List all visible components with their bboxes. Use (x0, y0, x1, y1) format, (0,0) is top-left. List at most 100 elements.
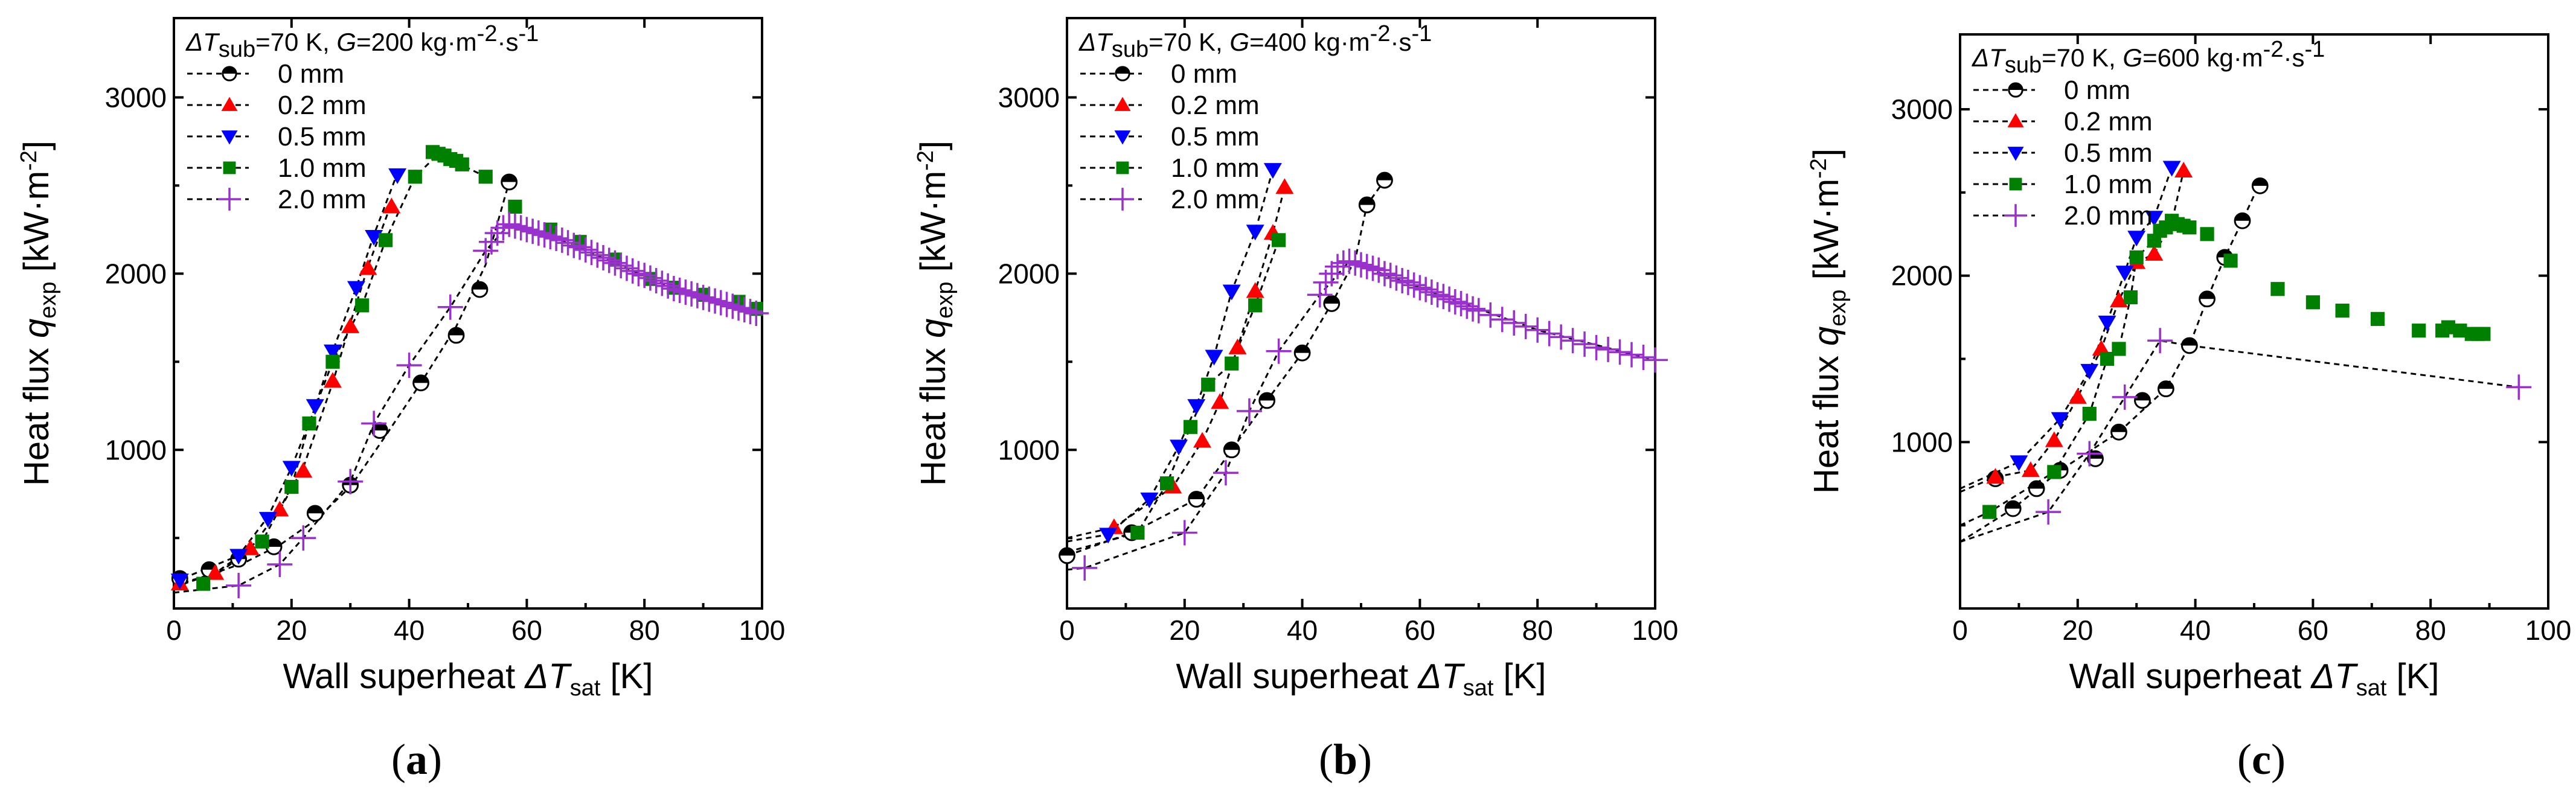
marker-20mm (1431, 284, 1456, 310)
fit-line-0mm (1959, 182, 2261, 543)
marker-20mm (702, 288, 728, 314)
y-tick-label: 2000 (105, 258, 167, 289)
fit-line-0mm (173, 182, 510, 589)
marker-20mm (1348, 252, 1374, 278)
marker-10mm (1225, 356, 1239, 371)
legend-marker-half (1115, 66, 1130, 74)
marker-20mm (2147, 328, 2173, 354)
y-tick-label: 1000 (998, 434, 1060, 465)
fit-line-05mm (173, 173, 399, 583)
marker-20mm (743, 301, 769, 326)
legend-marker (222, 66, 237, 81)
marker-02mm (341, 317, 360, 333)
marker-10mm (2441, 320, 2456, 334)
marker-05mm (1205, 350, 1223, 366)
marker-10mm (1248, 298, 1263, 313)
fit-line-02mm (173, 202, 392, 587)
marker-10mm (1159, 476, 1174, 491)
marker-02mm (2068, 388, 2087, 404)
marker-0mm-half (266, 539, 281, 547)
marker-20mm (1642, 347, 1668, 373)
marker-10mm (2123, 290, 2138, 305)
marker-02mm (1193, 432, 1212, 448)
marker-10mm (1201, 377, 1216, 392)
marker-0mm-half (1359, 197, 1375, 205)
legend: 0 mm0.2 mm0.5 mm1.0 mm2.0 mm (1080, 59, 1260, 214)
marker-05mm (2010, 455, 2028, 471)
marker-20mm (290, 525, 316, 551)
x-axis-label: Wall superheat ΔTsat [K] (283, 657, 653, 701)
marker-0mm-half (413, 375, 429, 383)
y-tick-label: 3000 (105, 81, 167, 113)
marker-0mm-half (472, 282, 487, 290)
marker-20mm (2112, 384, 2138, 410)
x-tick-label: 20 (1169, 615, 1200, 646)
marker-20mm (567, 234, 593, 260)
x-tick-label: 0 (166, 615, 182, 646)
marker-20mm (1536, 321, 1562, 346)
marker-20mm (731, 297, 757, 323)
x-tick-label: 20 (276, 615, 307, 646)
x-tick-label: 40 (2180, 615, 2211, 646)
marker-20mm (714, 292, 740, 318)
marker-0mm-half (1295, 345, 1310, 353)
marker-20mm (1619, 342, 1645, 368)
marker-10mm (2182, 220, 2197, 235)
legend-marker (1116, 161, 1129, 174)
marker-0mm (1358, 196, 1376, 214)
marker-02mm (1275, 178, 1294, 194)
marker-05mm (1187, 399, 1206, 415)
x-axis-label: Wall superheat ΔTsat [K] (2069, 657, 2440, 701)
marker-20mm (1548, 324, 1574, 350)
marker-0mm (501, 173, 518, 191)
marker-20mm (578, 240, 604, 266)
marker-0mm-half (1059, 548, 1075, 556)
marker-20mm (614, 255, 639, 281)
legend-entry: 1.0 mm (1171, 153, 1260, 183)
marker-0mm (471, 281, 489, 298)
marker-20mm (267, 552, 293, 578)
marker-02mm (323, 372, 342, 388)
y-tick-label: 2000 (1891, 260, 1953, 292)
marker-0mm (306, 505, 324, 522)
y-tick-labels: 1000 2000 3000 (1891, 94, 1953, 458)
marker-20mm (1489, 307, 1515, 333)
marker-20mm (696, 286, 722, 312)
legend-entry: 0 mm (1171, 59, 1237, 89)
marker-10mm (2082, 406, 2097, 421)
marker-20mm (396, 353, 422, 378)
panel-a: 0 20 40 60 80 100 1000 2000 3000 ΔTsub=7… (16, 17, 785, 784)
axis-ticks (1959, 34, 2549, 608)
marker-05mm (2162, 161, 2181, 177)
marker-20mm (1377, 263, 1403, 289)
legend-marker (221, 97, 238, 111)
marker-10mm (2223, 254, 2238, 268)
marker-0mm-half (1324, 296, 1339, 304)
y-tick-label: 1000 (1891, 426, 1953, 458)
marker-20mm (596, 247, 622, 273)
marker-20mm (1213, 460, 1238, 486)
marker-20mm (1501, 310, 1527, 336)
marker-20mm (537, 224, 563, 250)
marker-0mm (2251, 177, 2269, 194)
marker-10mm (2335, 303, 2350, 318)
marker-0mm-half (2029, 481, 2045, 489)
marker-10mm (2270, 282, 2285, 296)
marker-0mm (447, 327, 465, 344)
marker-10mm (2100, 351, 2115, 366)
legend-entry: 0.5 mm (278, 122, 367, 152)
legend-marker (2007, 147, 2024, 161)
marker-20mm (1319, 261, 1345, 287)
marker-20mm (1595, 336, 1621, 362)
marker-20mm (1607, 339, 1633, 365)
marker-10mm (355, 298, 370, 313)
condition-label: ΔTsub=70 K, G=200 kg·m-2·s-1 (185, 21, 539, 62)
marker-10mm (2129, 250, 2144, 264)
marker-02mm (2021, 461, 2040, 477)
legend-marker (2008, 82, 2023, 98)
marker-20mm (508, 215, 534, 241)
marker-20mm (667, 278, 693, 304)
marker-0mm (1059, 547, 1075, 564)
legend-entry: 0.2 mm (278, 91, 367, 120)
marker-0mm-half (2135, 393, 2150, 401)
